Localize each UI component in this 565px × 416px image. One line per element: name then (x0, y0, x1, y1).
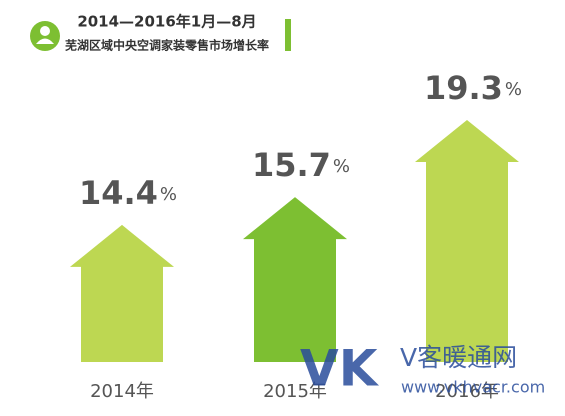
value-number: 14.4 (79, 174, 158, 212)
arrow-bar (70, 224, 174, 362)
value-number: 19.3 (424, 69, 503, 107)
value-unit: % (160, 184, 177, 205)
value-label: 15.7% (252, 146, 350, 184)
icon-body (36, 38, 54, 44)
value-unit: % (333, 156, 350, 177)
watermark-logo: VK (300, 340, 380, 398)
value-unit: % (505, 79, 522, 100)
value-label: 14.4% (79, 174, 177, 212)
x-tick-label: 2014年 (90, 381, 154, 402)
icon-head (40, 26, 50, 36)
value-number: 15.7 (252, 146, 331, 184)
x-tick-label: 2015年 (263, 381, 327, 402)
watermark-url: www.vkhvacr.com (401, 378, 545, 397)
arrow-bar (415, 119, 519, 362)
chart-subtitle: 芜湖区域中央空调家装零售市场增长率 (65, 38, 269, 53)
value-label: 19.3% (424, 69, 522, 107)
x-tick-label: 2016年 (435, 381, 499, 402)
watermark-name: V客暖通网 (400, 343, 517, 372)
arrow-bar (243, 197, 347, 362)
title-bar (285, 19, 291, 51)
chart-title: 2014—2016年1月—8月 (77, 13, 256, 31)
